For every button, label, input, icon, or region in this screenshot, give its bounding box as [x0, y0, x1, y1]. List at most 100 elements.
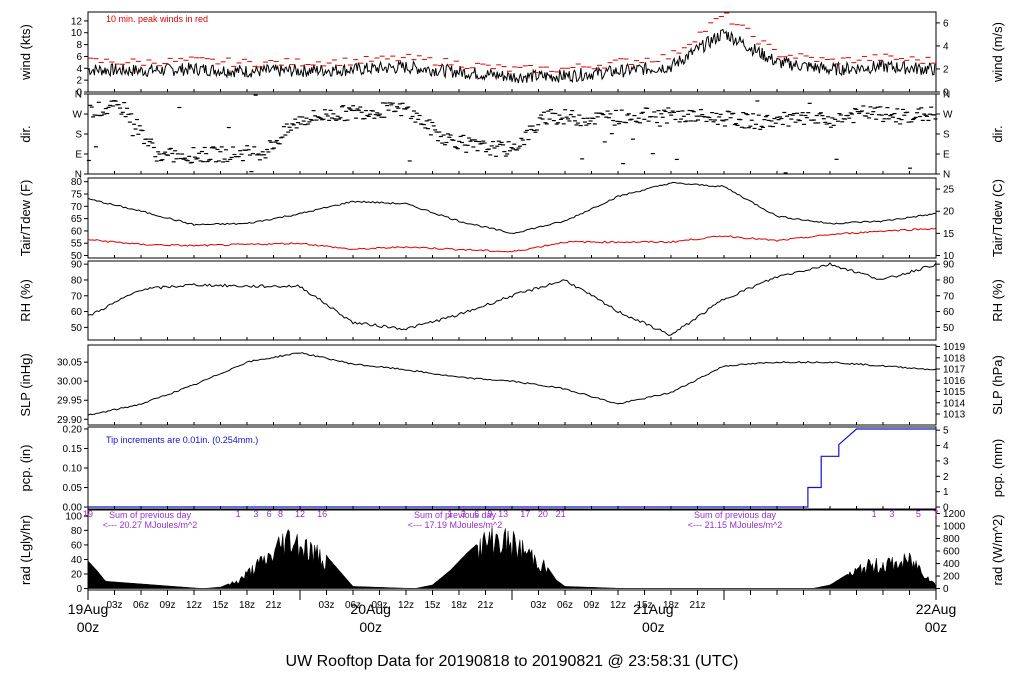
pcp-ytick-label-left: 0.00 — [63, 503, 83, 514]
slp-ylabel-left: SLP (inHg) — [18, 353, 33, 416]
slp-ytick-label-right: 1014 — [943, 398, 966, 409]
x-hour-label: 06z — [133, 600, 149, 611]
rad-hour-label: 20 — [538, 509, 548, 519]
temp-ytick-label-right: 20 — [943, 207, 955, 218]
slp-ytick-label-right: 1013 — [943, 410, 966, 421]
rad-ytick-label-left: 100 — [65, 511, 82, 522]
panel-frame-temp — [87, 177, 937, 259]
x-hour-label: 06z — [345, 600, 361, 611]
rad-ytick-label-left: 60 — [71, 540, 83, 551]
dir-ytick-label-left: E — [75, 150, 82, 161]
pcp-ytick-label-right: 3 — [943, 456, 949, 467]
rh-ytick-label-right: 80 — [943, 275, 955, 286]
pcp-ylabel-left: pcp. (in) — [18, 445, 33, 492]
wind-ytick-label-left: 6 — [76, 52, 82, 63]
rad-hour-label: 17 — [520, 509, 530, 519]
rad-hour-label: 13 — [498, 509, 508, 519]
x-hour-label: 21z — [689, 600, 705, 611]
x-hour-label: 15z — [636, 600, 652, 611]
rh-ytick-label-left: 60 — [71, 307, 83, 318]
x-day-sub-label: 00z — [359, 619, 382, 635]
slp-ytick-label-right: 1017 — [943, 365, 966, 376]
pcp-ytick-label-right: 2 — [943, 472, 949, 483]
rad-hour-label: 16 — [317, 509, 327, 519]
wind-ytick-label-left: 12 — [71, 16, 83, 27]
rad-ytick-label-right: 400 — [943, 559, 960, 570]
rad-sum-label: Sum of previous day — [694, 510, 777, 520]
rad-ytick-label-right: 200 — [943, 572, 960, 583]
slp-ytick-label-left: 30.00 — [57, 377, 82, 388]
temp-ylabel-right: Tair/Tdew (C) — [990, 179, 1005, 257]
x-hour-label: 09z — [371, 600, 387, 611]
slp-ytick-label-left: 29.90 — [57, 415, 82, 426]
wind-speed-line — [87, 28, 936, 84]
temp-ytick-label-left: 70 — [71, 202, 83, 213]
pcp-ylabel-right: pcp. (mm) — [990, 439, 1005, 498]
rad-hour-label: 3 — [253, 509, 258, 519]
x-hour-label: 18z — [663, 600, 679, 611]
x-day-sub-label: 00z — [642, 619, 665, 635]
x-hour-label: 12z — [186, 600, 202, 611]
rad-sum-label: Sum of previous day — [414, 510, 497, 520]
wind-peak-marks — [88, 12, 936, 74]
pcp-ytick-label-right: 0 — [943, 503, 949, 514]
rh-ytick-label-right: 60 — [943, 307, 955, 318]
x-hour-label: 15z — [212, 600, 228, 611]
dir-ytick-label-left: S — [75, 130, 82, 141]
temp-ytick-label-right: 10 — [943, 251, 955, 262]
slp-ytick-label-left: 30.05 — [57, 358, 82, 369]
dir-ytick-label-left: N — [75, 90, 82, 101]
temp-ytick-label-left: 65 — [71, 214, 83, 225]
rad-hour-label: 6 — [474, 509, 479, 519]
x-day-sub-label: 00z — [925, 619, 948, 635]
x-day-label: 22Aug — [916, 601, 956, 617]
slp-ylabel-right: SLP (hPa) — [990, 355, 1005, 415]
rad-hour-label: 6 — [267, 509, 272, 519]
dir-ytick-label-right: E — [943, 150, 950, 161]
dir-points — [86, 94, 938, 174]
rad-hour-label: 21 — [556, 509, 566, 519]
x-hour-label: 21z — [265, 600, 281, 611]
wind-ytick-label-left: 10 — [71, 28, 83, 39]
temp-ytick-label-left: 75 — [71, 190, 83, 201]
temp-ytick-label-left: 60 — [71, 226, 83, 237]
rad-ytick-label-right: 800 — [943, 534, 960, 545]
temp-ytick-label-right: 15 — [943, 229, 955, 240]
temp-ytick-label-left: 55 — [71, 239, 83, 250]
x-day-label: 21Aug — [633, 601, 673, 617]
panel-slp: 29.90 29.95 30.00 30.05 10131014101510161017… — [18, 342, 1005, 426]
rad-hour-label: 1 — [236, 509, 241, 519]
rad-hour-label: 12 — [295, 509, 305, 519]
pcp-ytick-label-left: 0.15 — [63, 444, 83, 455]
x-hour-label: 18z — [239, 600, 255, 611]
time-axis: 03z 06z 09z 12z 15z 18z 21z 03z 06z 09z 12z 15z 18z 2… — [68, 89, 956, 635]
x-hour-label: 03z — [106, 600, 122, 611]
dir-ytick-label-right: S — [943, 130, 950, 141]
temp-ylabel-left: Tair/Tdew (F) — [18, 180, 33, 257]
pcp-ytick-label-right: 4 — [943, 441, 949, 452]
panel-pcp: 0.00 0.05 0.10 0.15 0.20 0 1 2 3 4 5 pcp. (in) pcp. … — [18, 424, 1005, 513]
rad-sum-value: <--- 17.19 MJoules/m^2 — [408, 520, 503, 530]
pcp-ytick-label-left: 0.10 — [63, 464, 83, 475]
rad-ytick-label-left: 20 — [71, 570, 83, 581]
rad-sum-label: Sum of previous day — [109, 510, 192, 520]
rh-line — [87, 262, 937, 337]
dir-ylabel-left: dir. — [18, 125, 33, 142]
pcp-ytick-label-right: 5 — [943, 426, 949, 437]
rad-hour-label: 8 — [278, 509, 283, 519]
rad-ylabel-right: rad (W/m^2) — [990, 514, 1005, 585]
wind-ylabel-right: wind (m/s) — [990, 22, 1005, 83]
rad-sum-value: <--- 21.15 MJoules/m^2 — [688, 520, 783, 530]
precip-line — [88, 428, 936, 508]
slp-ytick-label-right: 1015 — [943, 387, 966, 398]
slp-ytick-label-right: 1019 — [943, 342, 966, 353]
rh-ylabel-right: RH (%) — [990, 279, 1005, 322]
x-hour-label: 18z — [451, 600, 467, 611]
dir-ylabel-right: dir. — [990, 125, 1005, 142]
wind-ytick-label-left: 4 — [76, 64, 82, 75]
